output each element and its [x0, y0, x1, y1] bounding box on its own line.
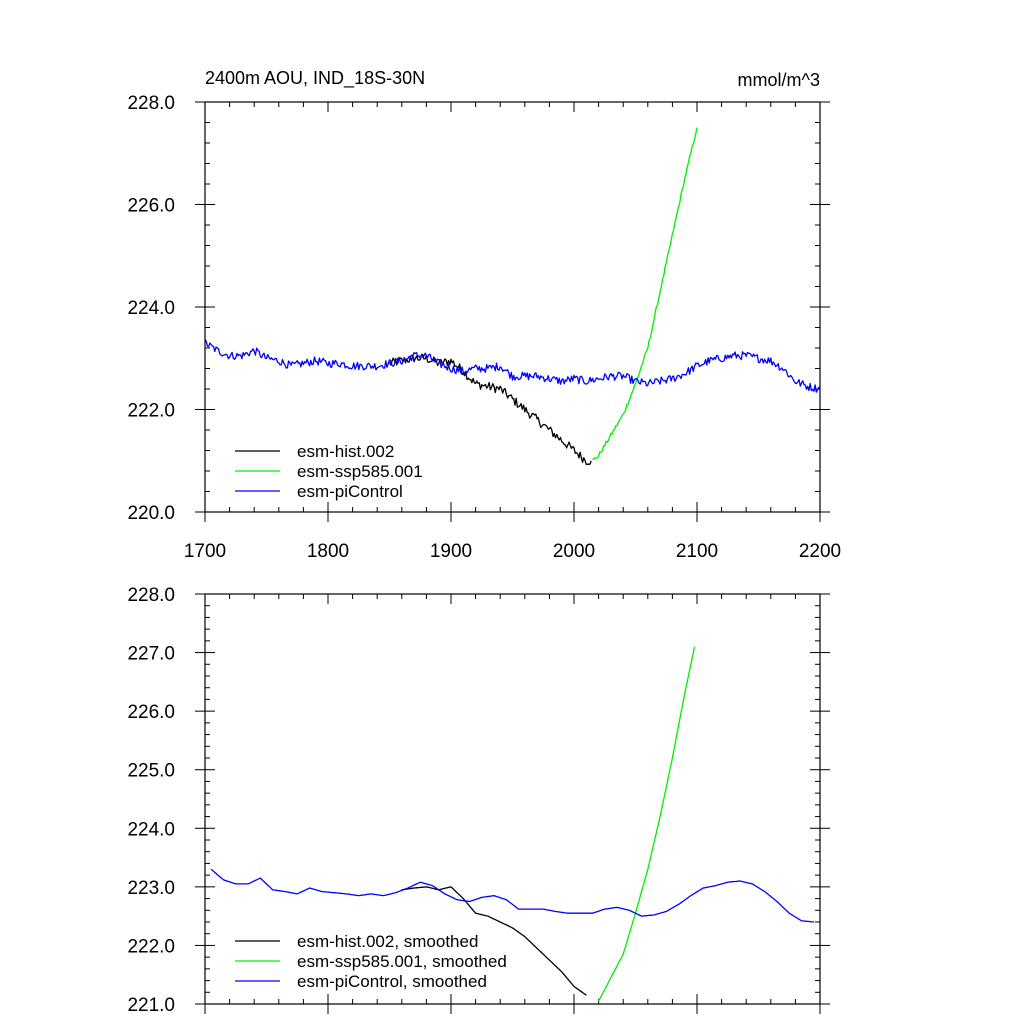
legend-label-picontrol-smoothed: esm-piControl, smoothed: [297, 972, 487, 991]
y-tick-label: 224.0: [127, 298, 175, 319]
x-tick-label: 1900: [430, 541, 472, 562]
top-panel-units: mmol/m^3: [738, 70, 820, 90]
top-panel-ticks: 1700 1800 1900 2000 2100 2200 220.0 222.0 224.0 2…: [127, 93, 841, 562]
legend-label-ssp585-smoothed: esm-ssp585.001, smoothed: [297, 952, 507, 971]
top-panel-title: 2400m AOU, IND_18S-30N: [205, 68, 425, 89]
y-tick-label: 228.0: [127, 585, 175, 606]
series-line-esm-picontrol-smoothed: [210, 868, 814, 923]
y-tick-label: 221.0: [127, 995, 175, 1016]
legend-item-hist: esm-hist.002: [235, 442, 394, 461]
bottom-panel: 221.0 222.0 223.0 224.0 225.0 226.0 227.0 228.0…: [127, 585, 830, 1016]
y-tick-label: 222.0: [127, 401, 175, 422]
legend-item-ssp585-smoothed: esm-ssp585.001, smoothed: [235, 952, 507, 971]
y-tick-label: 222.0: [127, 936, 175, 957]
top-panel: 2400m AOU, IND_18S-30N mmol/m^3 1700 1800…: [127, 68, 841, 562]
x-tick-label: 1700: [184, 541, 226, 562]
y-tick-label: 223.0: [127, 878, 175, 899]
legend-label-ssp585: esm-ssp585.001: [297, 462, 423, 481]
y-tick-label: 224.0: [127, 819, 175, 840]
y-tick-label: 227.0: [127, 644, 175, 665]
y-tick-label: 220.0: [127, 503, 175, 524]
bottom-panel-frame: [204, 593, 821, 1005]
legend-item-picontrol-smoothed: esm-piControl, smoothed: [235, 972, 487, 991]
x-tick-label: 1800: [307, 541, 349, 562]
series-line-esm-ssp585-001: [592, 127, 698, 461]
y-tick-label: 226.0: [127, 196, 175, 217]
y-tick-label: 225.0: [127, 761, 175, 782]
y-tick-label: 228.0: [127, 93, 175, 114]
x-tick-label: 2200: [799, 541, 841, 562]
legend-item-picontrol: esm-piControl: [235, 482, 403, 501]
legend-item-hist-smoothed: esm-hist.002, smoothed: [235, 932, 478, 951]
x-tick-label: 2100: [676, 541, 718, 562]
series-line-esm-hist-002: [388, 353, 592, 466]
bottom-panel-ticks: 221.0 222.0 223.0 224.0 225.0 226.0 227.0 228.0: [127, 585, 830, 1016]
top-panel-frame: [204, 101, 821, 513]
bottom-panel-legend: esm-hist.002, smoothed esm-ssp585.001, s…: [235, 932, 507, 991]
y-tick-label: 226.0: [127, 702, 175, 723]
x-tick-label: 2000: [553, 541, 595, 562]
series-line-esm-picontrol: [204, 339, 821, 393]
top-panel-legend: esm-hist.002 esm-ssp585.001 esm-piContro…: [235, 442, 423, 501]
series-line-esm-ssp585-001-smoothed: [598, 646, 696, 1002]
legend-label-picontrol: esm-piControl: [297, 482, 403, 501]
legend-item-ssp585: esm-ssp585.001: [235, 462, 423, 481]
top-panel-series: [204, 127, 821, 466]
series-line-esm-hist-002-smoothed: [401, 886, 587, 996]
legend-label-hist: esm-hist.002: [297, 442, 394, 461]
legend-label-hist-smoothed: esm-hist.002, smoothed: [297, 932, 478, 951]
bottom-panel-series: [210, 646, 814, 1002]
